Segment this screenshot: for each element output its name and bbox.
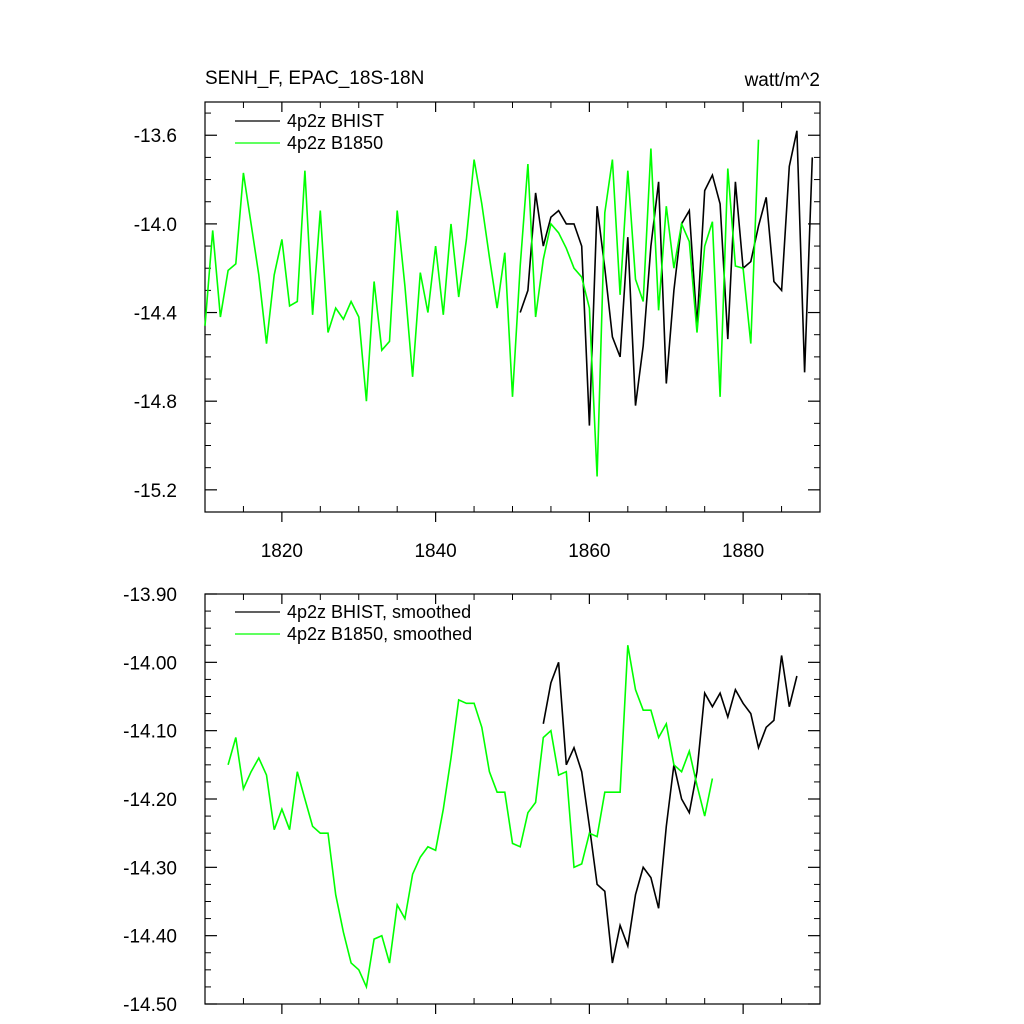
y-tick-label: -14.00: [123, 653, 177, 674]
units-label: watt/m^2: [744, 70, 820, 91]
series-line-1-1: [227, 645, 714, 990]
legend-label-bhist: 4p2z BHIST: [287, 111, 384, 131]
top-panel: SENH_F, EPAC_18S-18N watt/m^2 1820 1840 18…: [134, 68, 821, 562]
legend-top: 4p2z BHIST 4p2z B1850: [235, 111, 384, 153]
plot-frame-bottom: [204, 593, 821, 1005]
series-line-0-1: [204, 139, 760, 477]
series-line-1-0: [542, 655, 798, 964]
y-tick-label: -14.10: [123, 722, 177, 743]
series-lines-bottom: [227, 645, 798, 990]
legend-label-bhist-smoothed: 4p2z BHIST, smoothed: [287, 602, 471, 622]
y-tick-label: -15.2: [134, 481, 177, 502]
series-lines-top: [204, 130, 814, 477]
legend-label-b1850-smoothed: 4p2z B1850, smoothed: [287, 624, 472, 644]
y-tick-label: -14.30: [123, 858, 177, 879]
y-tick-label: -14.20: [123, 790, 177, 811]
y-tick-label: -13.6: [134, 126, 177, 147]
y-tick-label: -14.4: [134, 304, 178, 325]
plot-frame-top: [204, 101, 821, 513]
chart-title: SENH_F, EPAC_18S-18N: [205, 68, 424, 89]
x-tick-label: 1820: [261, 541, 303, 562]
y-tick-label: -14.8: [134, 392, 177, 413]
y-tick-label: -14.40: [123, 927, 177, 948]
legend-label-b1850: 4p2z B1850: [287, 133, 383, 153]
axis-ticks-bottom: -13.90 -14.00 -14.10 -14.20 -14.30 -14.40 -14.…: [123, 585, 820, 1016]
x-tick-label: 1880: [722, 541, 764, 562]
x-tick-label: 1840: [414, 541, 456, 562]
y-tick-label: -14.50: [123, 995, 177, 1016]
bottom-panel: -13.90 -14.00 -14.10 -14.20 -14.30 -14.40 -14.…: [123, 585, 821, 1016]
legend-bottom: 4p2z BHIST, smoothed 4p2z B1850, smoothe…: [235, 602, 472, 644]
axis-ticks-top: 1820 1840 1860 1880 -13.6 -14.0 -14.4 -14.8 -15.…: [134, 102, 820, 562]
x-tick-label: 1860: [568, 541, 610, 562]
series-line-0-0: [519, 130, 814, 426]
y-tick-label: -14.0: [134, 215, 177, 236]
y-tick-label: -13.90: [123, 585, 177, 606]
